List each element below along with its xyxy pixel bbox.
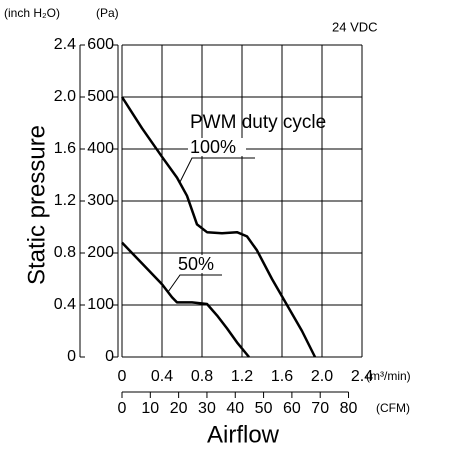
leader-line — [179, 157, 255, 183]
label-bg — [176, 255, 234, 273]
x2-unit: (CFM) — [376, 401, 410, 415]
y-tick-label: 200 — [87, 244, 114, 261]
x2-tick-label: 80 — [340, 400, 358, 417]
x-tick-label: 1.6 — [271, 368, 293, 385]
y2-tick-label: 1.2 — [54, 192, 76, 209]
y2-tick-label: 0 — [67, 348, 76, 365]
y2-tick-label: 2.4 — [54, 36, 76, 53]
x2-tick-label: 10 — [141, 400, 159, 417]
x2-tick-label: 0 — [118, 400, 127, 417]
x2-tick-label: 60 — [283, 400, 301, 417]
x2-tick-label: 30 — [198, 400, 216, 417]
y2-tick-label: 0.4 — [54, 296, 76, 313]
x-tick-label: 1.2 — [231, 368, 253, 385]
x-unit: (m³/min) — [366, 369, 411, 383]
label-bg — [188, 138, 246, 156]
x2-tick-label: 70 — [311, 400, 329, 417]
y-axis-title: Static pressure — [23, 125, 50, 285]
x2-tick-label: 40 — [226, 400, 244, 417]
legend-title: PWM duty cycle — [190, 112, 326, 133]
x2-tick-label: 50 — [255, 400, 273, 417]
y-tick-label: 100 — [87, 296, 114, 313]
leader-line — [167, 274, 222, 293]
series-line — [120, 96, 317, 358]
y-tick-label: 400 — [87, 140, 114, 157]
y-unit: (inch H₂O) — [4, 6, 60, 20]
y-tick-label: 0 — [105, 348, 114, 365]
y2-tick-label: 0.8 — [54, 244, 76, 261]
y2-tick-label: 2.0 — [54, 88, 76, 105]
x-tick-label: 2.0 — [311, 368, 333, 385]
series-label: 100% — [190, 137, 236, 157]
x-tick-label: 0.4 — [151, 368, 173, 385]
y-tick-label: 600 — [87, 36, 114, 53]
series-line — [121, 241, 250, 358]
y-tick-label: 500 — [87, 88, 114, 105]
y2-tick-label: 1.6 — [54, 140, 76, 157]
x2-tick-label: 20 — [170, 400, 188, 417]
y-tick-label: 300 — [87, 192, 114, 209]
x-tick-label: 0 — [118, 368, 127, 385]
x-axis-title: Airflow — [207, 421, 280, 448]
x-tick-label: 0.8 — [191, 368, 213, 385]
note: 24 VDC — [332, 19, 378, 34]
y2-unit: (Pa) — [96, 6, 119, 20]
x-tick-label: 2.4 — [351, 368, 373, 385]
series-label: 50% — [178, 254, 214, 274]
